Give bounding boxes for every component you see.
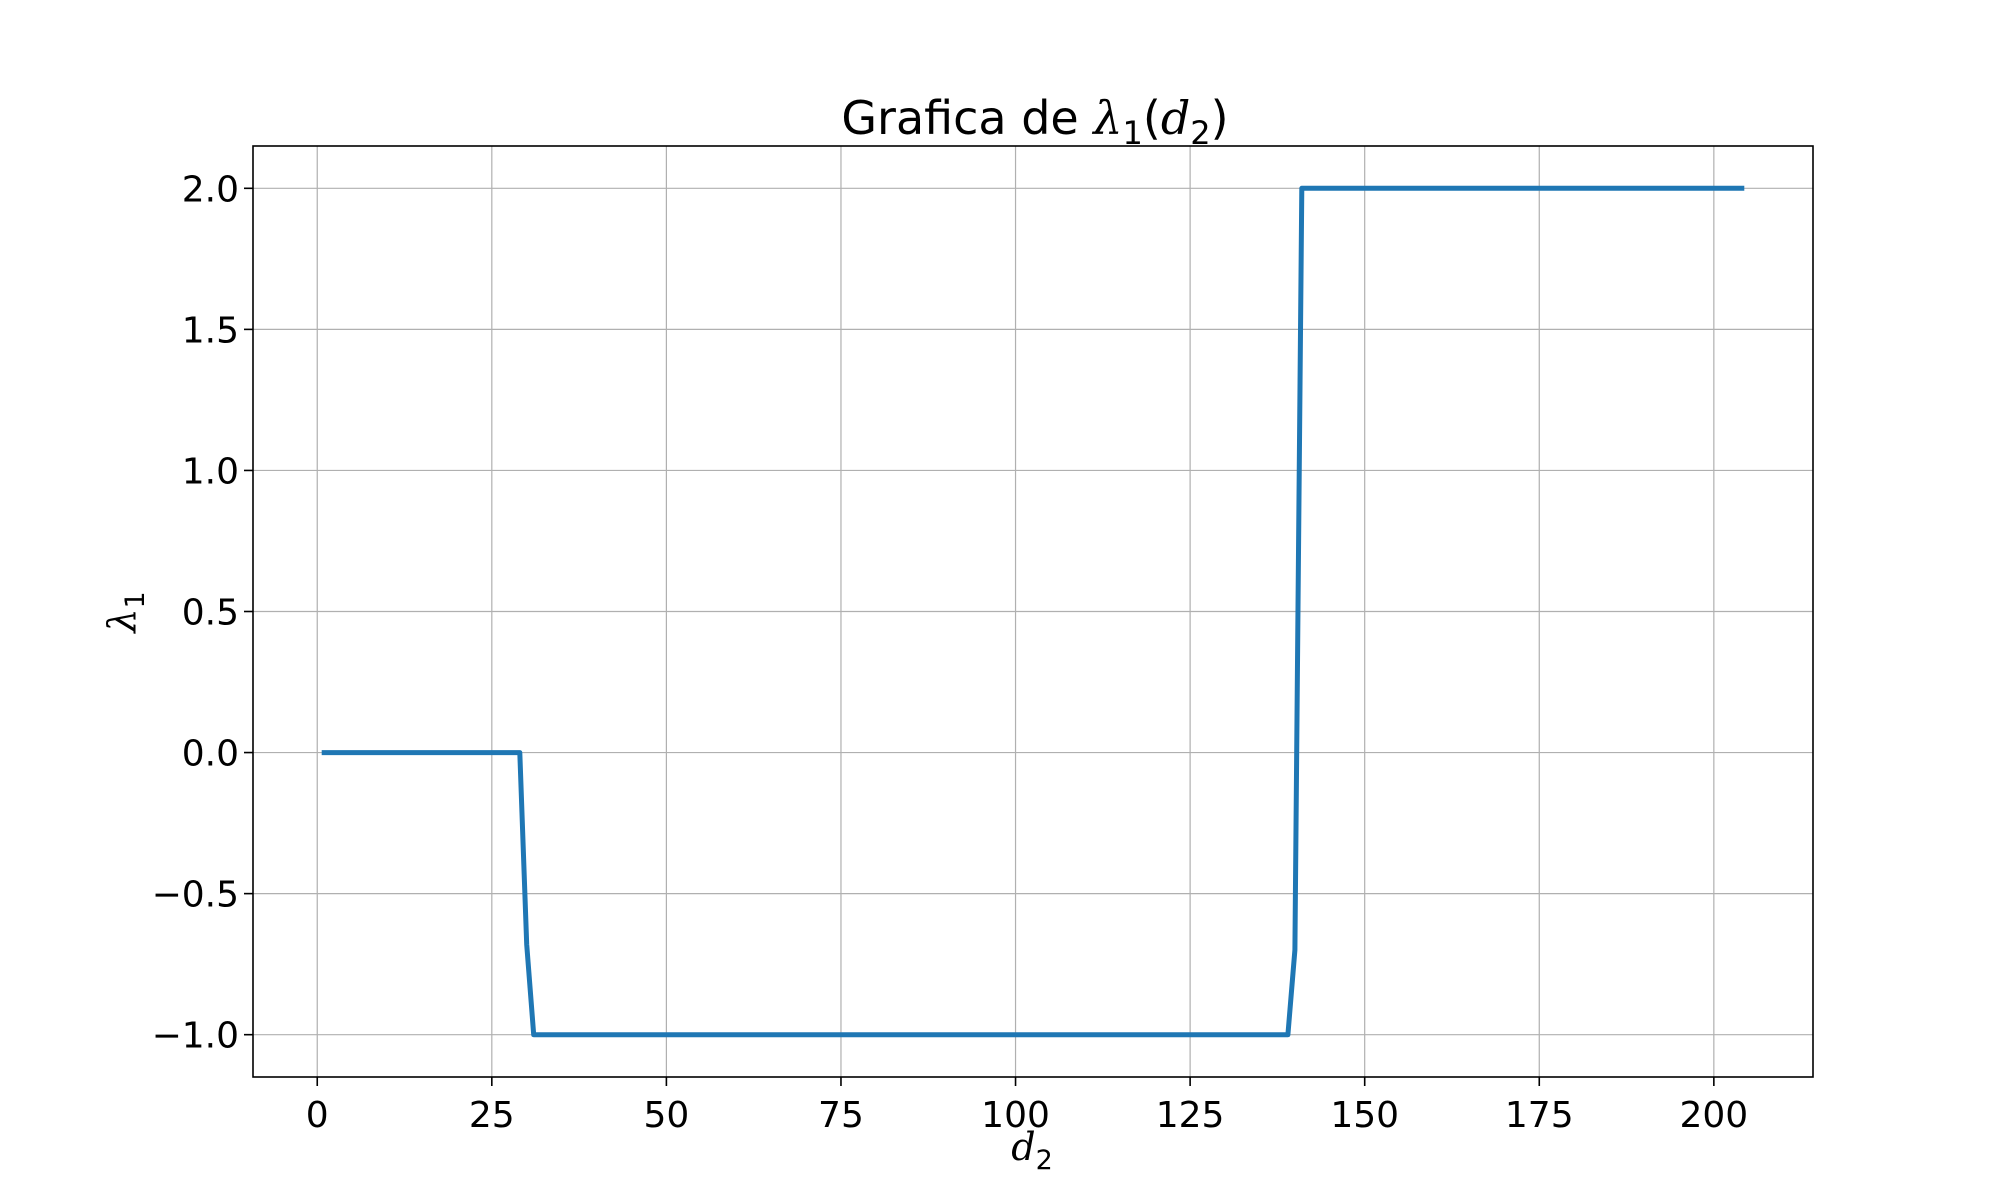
y-tick-label: 2.0 — [182, 169, 239, 210]
x-tick-label: 175 — [1505, 1095, 1574, 1136]
y-tick-label: −1.0 — [152, 1016, 239, 1057]
y-tick-label: 0.0 — [182, 734, 239, 775]
y-tick-label: 1.5 — [182, 310, 239, 351]
grid-lines — [253, 146, 1813, 1077]
tick-marks — [244, 187, 1715, 1086]
x-tick-label: 100 — [981, 1095, 1050, 1136]
y-tick-labels: −1.0 −0.5 0.0 0.5 1.0 1.5 2.0 — [152, 169, 239, 1056]
x-axis-label: d2 — [1011, 1125, 1053, 1176]
chart-title: Grafica de λ1(d2) — [841, 91, 1228, 152]
y-tick-label: 1.0 — [182, 451, 239, 492]
x-tick-label: 50 — [643, 1095, 689, 1136]
x-tick-label: 125 — [1156, 1095, 1225, 1136]
x-tick-label: 25 — [469, 1095, 515, 1136]
x-tick-label: 200 — [1679, 1095, 1748, 1136]
series-layer — [321, 185, 1745, 1038]
x-tick-label: 75 — [818, 1095, 864, 1136]
x-tick-label: 0 — [306, 1095, 329, 1136]
x-tick-labels: 0 25 50 75 100 125 150 175 200 — [306, 1095, 1748, 1136]
series-line — [321, 185, 1745, 1038]
y-axis-label: λ1 — [100, 591, 151, 634]
x-tick-label: 150 — [1330, 1095, 1399, 1136]
y-tick-label: −0.5 — [152, 875, 239, 916]
y-tick-label: 0.5 — [182, 593, 239, 634]
